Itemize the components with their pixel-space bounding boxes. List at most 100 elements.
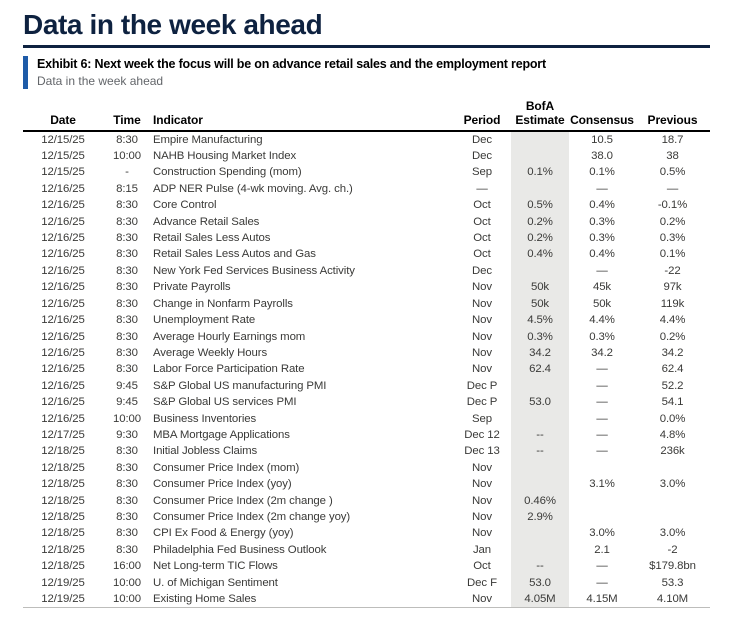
- table-row: 12/16/25 8:30 Average Weekly Hours Nov 34.2 3…: [23, 344, 710, 362]
- cell-period: Nov: [472, 346, 492, 359]
- cell-period: Nov: [472, 461, 492, 474]
- cell-period: Oct: [473, 232, 491, 245]
- cell-consensus: 50k: [592, 297, 612, 310]
- cell-bofa: --: [511, 443, 569, 460]
- cell-indicator: MBA Mortgage Applications: [153, 428, 290, 441]
- cell-bofa: [511, 377, 569, 395]
- cell-consensus: —: [596, 412, 608, 425]
- cell-date: 12/18/25: [41, 461, 85, 474]
- cell-bofa: 0.5%: [511, 197, 569, 214]
- cell-bofa: [511, 148, 569, 165]
- cell-period: Nov: [472, 297, 492, 310]
- cell-period: —: [476, 182, 488, 195]
- column-header-consensus: Consensus: [570, 112, 634, 127]
- cell-previous: 4.10M: [656, 593, 689, 606]
- cell-consensus: 0.4%: [589, 199, 615, 212]
- cell-previous: 52.2: [661, 379, 684, 392]
- cell-consensus: 0.3%: [589, 330, 615, 343]
- cell-consensus: —: [596, 428, 608, 441]
- cell-period: Dec: [472, 150, 492, 163]
- cell-date: 12/16/25: [41, 182, 85, 195]
- cell-time: 8:30: [116, 133, 138, 146]
- table-row: 12/16/25 8:30 New York Fed Services Busine…: [23, 262, 710, 280]
- cell-previous: -0.1%: [657, 199, 688, 212]
- cell-consensus: 10.5: [591, 133, 613, 146]
- cell-indicator: Construction Spending (mom): [153, 166, 302, 179]
- cell-bofa: 4.5%: [511, 312, 569, 329]
- cell-consensus: 0.3%: [589, 215, 615, 228]
- table-row: 12/16/25 8:30 Core Control Oct 0.5% 0.4% -0.1%: [23, 197, 710, 214]
- column-header-previous: Previous: [647, 112, 698, 127]
- cell-consensus: 45k: [592, 281, 612, 294]
- cell-consensus: [569, 460, 635, 476]
- cell-bofa: [511, 476, 569, 493]
- cell-date: 12/15/25: [41, 150, 85, 163]
- cell-period: Nov: [472, 527, 492, 540]
- cell-consensus: —: [596, 445, 608, 458]
- cell-indicator: Unemployment Rate: [153, 314, 256, 327]
- cell-time: 8:15: [116, 182, 138, 195]
- cell-indicator: Retail Sales Less Autos: [153, 232, 271, 245]
- cell-time: 8:30: [116, 445, 138, 458]
- cell-time: 8:30: [116, 297, 138, 310]
- cell-consensus: [569, 509, 635, 525]
- table-row: 12/16/25 8:30 Retail Sales Less Autos Oct 0.…: [23, 230, 710, 247]
- cell-consensus: 4.15M: [586, 593, 618, 606]
- table-row: 12/19/25 10:00 Existing Home Sales Nov 4.05M…: [23, 591, 710, 608]
- cell-date: 12/16/25: [41, 199, 85, 212]
- table-row: 12/18/25 8:30 Consumer Price Index (2m cha…: [23, 492, 710, 509]
- cell-period: Nov: [472, 314, 492, 327]
- cell-indicator: Initial Jobless Claims: [153, 445, 258, 458]
- table-row: 12/16/25 8:30 Average Hourly Earnings mom N…: [23, 328, 710, 345]
- cell-indicator: Consumer Price Index (2m change yoy): [153, 510, 351, 523]
- cell-bofa: 0.46%: [511, 492, 569, 509]
- cell-indicator: Business Inventories: [153, 412, 257, 425]
- cell-previous: 54.1: [661, 396, 684, 409]
- cell-bofa: 0.1%: [511, 164, 569, 181]
- cell-consensus: 4.4%: [589, 314, 615, 327]
- cell-date: 12/16/25: [41, 412, 85, 425]
- cell-previous: 4.8%: [659, 428, 686, 441]
- table-row: 12/15/25 10:00 NAHB Housing Market Index De…: [23, 148, 710, 165]
- page-header: Data in the week ahead: [23, 9, 710, 48]
- cell-period: Dec 12: [464, 428, 500, 441]
- cell-date: 12/16/25: [41, 314, 85, 327]
- table-row: 12/18/25 8:30 Consumer Price Index (mom) No…: [23, 459, 710, 477]
- exhibit-block: Exhibit 6: Next week the focus will be o…: [23, 55, 710, 90]
- cell-previous: [635, 493, 710, 509]
- cell-time: 8:30: [116, 232, 138, 245]
- cell-time: 8:30: [116, 494, 138, 507]
- cell-indicator: NAHB Housing Market Index: [153, 150, 297, 163]
- cell-indicator: Empire Manufacturing: [153, 133, 263, 146]
- cell-consensus: —: [596, 363, 608, 376]
- cell-bofa: [511, 459, 569, 477]
- table-row: 12/18/25 8:30 Initial Jobless Claims Dec 13…: [23, 443, 710, 460]
- cell-time: 10:00: [112, 576, 141, 589]
- cell-time: 9:45: [116, 396, 138, 409]
- cell-period: Oct: [473, 248, 491, 261]
- cell-time: 8:30: [116, 215, 138, 228]
- table-row: 12/16/25 8:30 Retail Sales Less Autos and …: [23, 246, 710, 263]
- cell-indicator: Existing Home Sales: [153, 593, 257, 606]
- cell-time: 8:30: [116, 314, 138, 327]
- cell-indicator: Consumer Price Index (yoy): [153, 478, 292, 491]
- cell-time: 8:30: [116, 346, 138, 359]
- cell-indicator: Core Control: [153, 199, 217, 212]
- table-row: 12/16/25 8:30 Labor Force Participation Ra…: [23, 361, 710, 378]
- cell-previous: 236k: [660, 445, 685, 458]
- cell-period: Oct: [473, 215, 491, 228]
- cell-bofa: [511, 130, 569, 149]
- cell-time: 8:30: [116, 248, 138, 261]
- cell-indicator: S&P Global US services PMI: [153, 396, 297, 409]
- cell-previous: 0.0%: [659, 412, 686, 425]
- cell-period: Dec P: [466, 379, 498, 392]
- cell-consensus: 0.3%: [589, 232, 615, 245]
- cell-previous: [635, 460, 710, 476]
- cell-previous: 0.2%: [659, 330, 686, 343]
- cell-indicator: Private Payrolls: [153, 281, 231, 294]
- cell-date: 12/18/25: [41, 510, 85, 523]
- cell-bofa: 53.0: [511, 394, 569, 411]
- economic-calendar-table: Date Time Indicator Period BofA Estimate …: [23, 99, 710, 608]
- cell-consensus: 0.4%: [589, 248, 615, 261]
- cell-date: 12/15/25: [41, 133, 85, 146]
